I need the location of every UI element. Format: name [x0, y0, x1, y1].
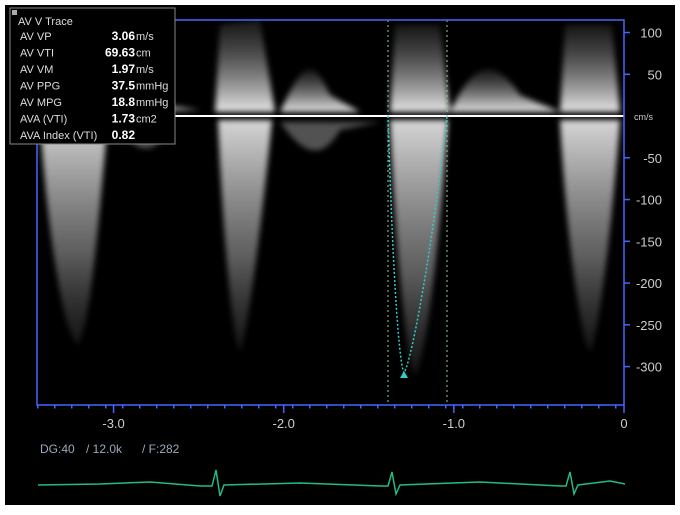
row-value: 0.82 — [112, 128, 136, 142]
row-value: 37.5 — [112, 79, 136, 93]
x-tick-label: -3.0 — [102, 416, 124, 431]
row-value: 69.63 — [105, 46, 135, 60]
y-tick-label: 50 — [648, 67, 662, 82]
row-value: 18.8 — [112, 95, 136, 109]
row-unit: mmHg — [136, 81, 168, 93]
row-value: 1.97 — [112, 62, 136, 76]
y-tick-label: -250 — [636, 318, 662, 333]
peak-marker — [400, 371, 408, 378]
y-tick-label: -200 — [636, 276, 662, 291]
row-unit: cm — [136, 48, 151, 60]
row-label: AV VP — [20, 31, 52, 43]
panel-icon — [12, 10, 17, 15]
y-tick-label: 100 — [640, 26, 662, 41]
row-unit: m/s — [136, 64, 154, 76]
row-label: AV VTI — [20, 48, 54, 60]
measurement-panel — [9, 7, 176, 145]
y-tick-label: -50 — [643, 151, 662, 166]
x-tick-label: 0 — [620, 416, 627, 431]
scale-label: / 12.0k — [86, 442, 123, 456]
row-label: AVA (VTI) — [20, 114, 67, 126]
y-unit: cm/s — [634, 112, 653, 122]
gain-label: DG:40 — [40, 442, 75, 456]
y-tick-label: -300 — [636, 360, 662, 375]
y-tick-label: -100 — [636, 193, 662, 208]
row-label: AVA Index (VTI) — [20, 130, 97, 142]
y-tick-label: -150 — [636, 234, 662, 249]
x-tick-label: -2.0 — [273, 416, 295, 431]
panel-title: AV V Trace — [18, 16, 73, 28]
frame-label: / F:282 — [142, 442, 180, 456]
row-value: 1.73 — [112, 112, 136, 126]
row-label: AV MPG — [20, 97, 62, 109]
plot-frame — [36, 19, 625, 406]
row-unit: m/s — [136, 31, 154, 43]
row-label: AV VM — [20, 64, 53, 76]
row-unit: mmHg — [136, 97, 168, 109]
row-unit: cm2 — [136, 114, 157, 126]
doppler-spectrum — [40, 20, 620, 376]
ecg-trace — [37, 469, 626, 497]
x-tick-label: -1.0 — [443, 416, 465, 431]
row-value: 3.06 — [112, 29, 136, 43]
row-label: AV PPG — [20, 81, 60, 93]
